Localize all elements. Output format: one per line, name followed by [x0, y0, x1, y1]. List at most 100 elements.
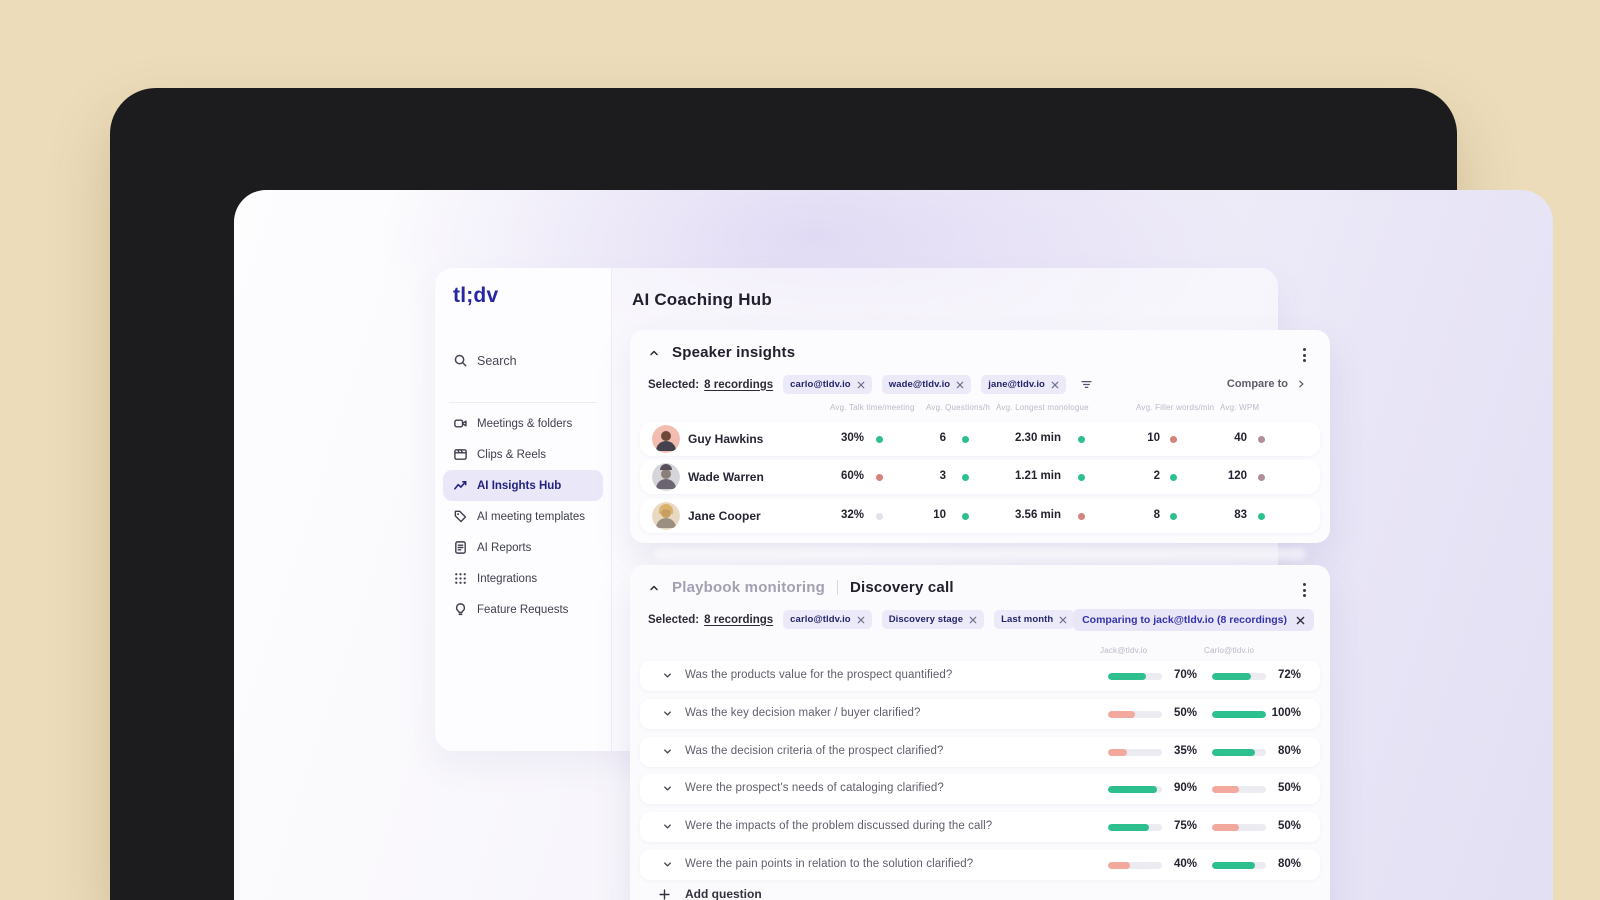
dot-grid-icon: [453, 571, 468, 586]
progress-bar: [1212, 823, 1266, 831]
column-header: Avg. Talk time/meeting: [830, 403, 915, 412]
chip-label: wade@tldv.io: [888, 379, 951, 390]
question-text: Was the key decision maker / buyer clari…: [685, 707, 921, 719]
status-dot: [1078, 435, 1085, 443]
sidebar-item-ai-insights-hub[interactable]: AI Insights Hub: [443, 470, 603, 501]
progress-value: 40%: [1173, 858, 1197, 870]
search-button[interactable]: Search: [453, 353, 517, 368]
chip-label: Discovery stage: [888, 614, 964, 625]
progress-bar: [1212, 861, 1266, 869]
question-row[interactable]: Was the decision criteria of the prospec…: [640, 737, 1320, 767]
remove-chip-icon[interactable]: [857, 616, 865, 624]
question-row[interactable]: Were the prospect's needs of cataloging …: [640, 774, 1320, 804]
chevron-down-icon[interactable]: [662, 783, 673, 794]
remove-chip-icon[interactable]: [956, 381, 964, 389]
chip-label: jane@tldv.io: [988, 379, 1045, 390]
sidebar-item-clips-reels[interactable]: Clips & Reels: [443, 439, 603, 470]
collapse-chevron-up-icon[interactable]: [648, 582, 660, 594]
tldv-logo: tl;dv: [453, 284, 499, 307]
chevron-down-icon[interactable]: [662, 859, 673, 870]
video-camera-icon: [453, 416, 468, 431]
filter-chip[interactable]: carlo@tldv.io: [783, 610, 872, 629]
speaker-row[interactable]: Jane Cooper 32% 10 3.56 min 8 83: [640, 499, 1320, 533]
metric-value: 10: [1147, 432, 1160, 444]
laptop-frame: tl;dv Search Meetings & folders: [110, 88, 1553, 900]
question-row[interactable]: Were the pain points in relation to the …: [640, 850, 1320, 880]
collapse-chevron-up-icon[interactable]: [648, 347, 660, 359]
remove-chip-icon[interactable]: [1059, 616, 1067, 624]
question-row[interactable]: Was the key decision maker / buyer clari…: [640, 699, 1320, 729]
selected-recordings-link[interactable]: 8 recordings: [704, 613, 774, 626]
sidebar-item-ai-reports[interactable]: AI Reports: [443, 532, 603, 563]
sidebar-item-ai-meeting-templates[interactable]: AI meeting templates: [443, 501, 603, 532]
sidebar-item-label: Feature Requests: [477, 603, 569, 616]
comparing-to-label: Comparing to jack@tldv.io (8 recordings): [1082, 614, 1287, 626]
chevron-right-icon: [1296, 379, 1306, 389]
progress-value: 75%: [1173, 820, 1197, 832]
remove-chip-icon[interactable]: [1051, 381, 1059, 389]
chevron-down-icon[interactable]: [662, 821, 673, 832]
metric-value: 32%: [840, 509, 864, 521]
speaker-name: Jane Cooper: [688, 509, 761, 523]
column-header: Avg. Questions/h: [926, 403, 990, 412]
progress-bar: [1108, 861, 1162, 869]
status-dot: [876, 435, 883, 443]
speaker-name: Guy Hawkins: [688, 432, 764, 446]
compare-to-label: Compare to: [1226, 378, 1288, 390]
metric-value: 2: [1153, 470, 1160, 482]
filter-funnel-icon[interactable]: [1080, 378, 1093, 391]
playbook-filters-row: Selected: 8 recordings carlo@tldv.io Dis…: [648, 610, 1101, 629]
progress-value: 80%: [1277, 745, 1301, 757]
selected-recordings-link[interactable]: 8 recordings: [704, 378, 774, 391]
metric-value: 1.21 min: [1014, 470, 1061, 482]
card-title: Speaker insights: [672, 344, 796, 361]
avatar: [652, 502, 680, 530]
speaker-insights-card: Speaker insights Selected: 8 recordings …: [630, 330, 1330, 543]
question-row[interactable]: Were the impacts of the problem discusse…: [640, 812, 1320, 842]
more-options-icon[interactable]: [1301, 581, 1308, 599]
more-options-icon[interactable]: [1301, 346, 1308, 364]
metric-value: 10: [933, 509, 946, 521]
sidebar-item-meetings-folders[interactable]: Meetings & folders: [443, 408, 603, 439]
status-dot: [1258, 435, 1265, 443]
remove-chip-icon[interactable]: [857, 381, 865, 389]
add-question-button[interactable]: Add question: [658, 887, 762, 900]
filter-chip[interactable]: Last month: [994, 610, 1075, 629]
close-icon[interactable]: [1296, 616, 1305, 625]
card-shadow: [654, 548, 1306, 560]
search-icon: [453, 353, 468, 368]
progress-value: 70%: [1173, 669, 1197, 681]
chevron-down-icon[interactable]: [662, 746, 673, 757]
progress-bar: [1212, 710, 1266, 718]
chevron-down-icon[interactable]: [662, 708, 673, 719]
filter-chip[interactable]: jane@tldv.io: [981, 375, 1066, 394]
plus-icon: [658, 888, 671, 900]
question-text: Was the decision criteria of the prospec…: [685, 745, 944, 757]
filter-chip[interactable]: carlo@tldv.io: [783, 375, 872, 394]
progress-bar: [1212, 748, 1266, 756]
question-row[interactable]: Was the products value for the prospect …: [640, 661, 1320, 691]
add-question-label: Add question: [685, 887, 762, 900]
sidebar-item-label: AI Reports: [477, 541, 532, 554]
progress-value: 72%: [1277, 669, 1301, 681]
chip-label: carlo@tldv.io: [790, 614, 851, 625]
chevron-down-icon[interactable]: [662, 670, 673, 681]
progress-value: 80%: [1277, 858, 1301, 870]
progress-value: 50%: [1173, 707, 1197, 719]
sidebar-item-feature-requests[interactable]: Feature Requests: [443, 594, 603, 625]
compare-to-button[interactable]: Compare to: [1227, 378, 1306, 390]
sidebar-item-label: Integrations: [477, 572, 538, 585]
card-title: Discovery call: [849, 579, 954, 596]
status-dot: [1170, 512, 1177, 520]
status-dot: [876, 473, 883, 481]
filter-chip[interactable]: wade@tldv.io: [881, 375, 972, 394]
speaker-row[interactable]: Guy Hawkins 30% 6 2.30 min 10 40: [640, 422, 1320, 456]
status-dot: [1170, 435, 1177, 443]
remove-chip-icon[interactable]: [969, 616, 977, 624]
speaker-row[interactable]: Wade Warren 60% 3 1.21 min 2 120: [640, 460, 1320, 494]
metric-value: 60%: [840, 470, 864, 482]
filter-chip[interactable]: Discovery stage: [881, 610, 985, 629]
comparing-to-badge: Comparing to jack@tldv.io (8 recordings): [1073, 609, 1314, 631]
sidebar-item-integrations[interactable]: Integrations: [443, 563, 603, 594]
selected-label: Selected:: [648, 378, 700, 391]
